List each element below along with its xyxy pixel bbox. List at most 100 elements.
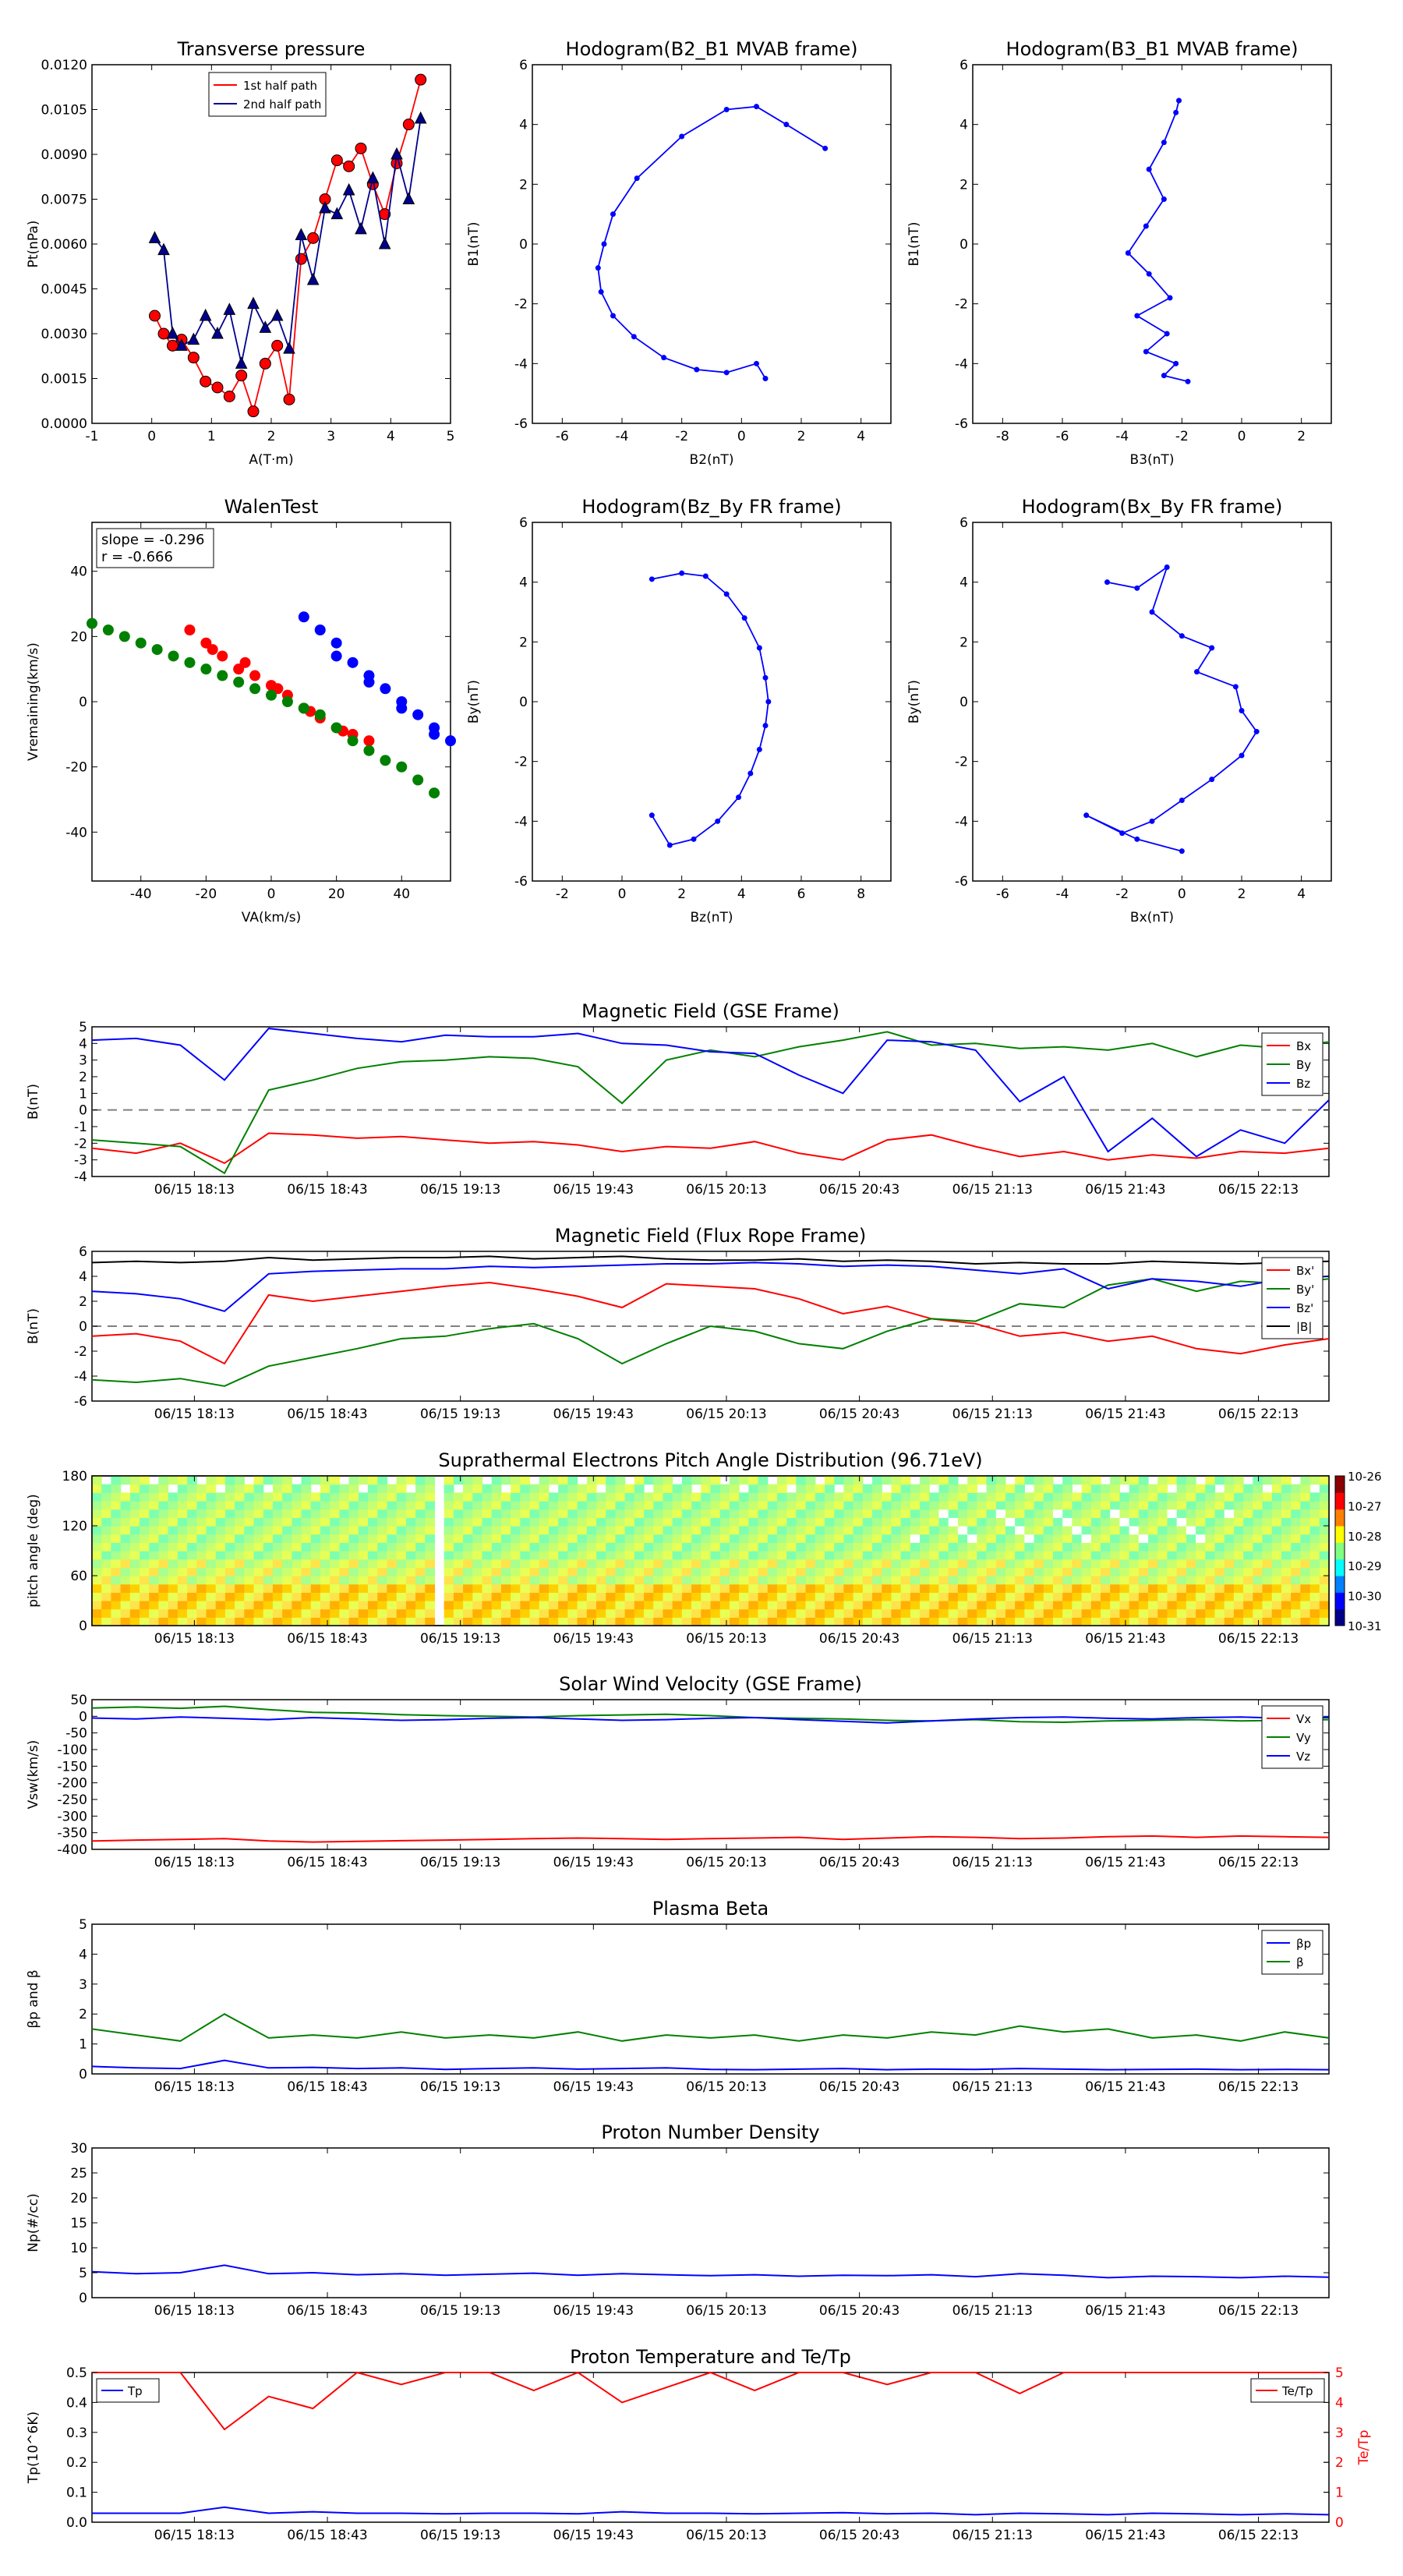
heatmap-cell xyxy=(1034,1583,1044,1593)
heatmap-cell xyxy=(472,1576,483,1585)
heatmap-cell xyxy=(1090,1576,1101,1585)
heatmap-cell xyxy=(910,1608,921,1618)
heatmap-cell xyxy=(767,1517,778,1527)
heatmap-cell xyxy=(1319,1534,1330,1543)
heatmap-cell xyxy=(1005,1526,1016,1535)
heatmap-cell xyxy=(1024,1542,1035,1552)
heatmap-cell xyxy=(187,1583,197,1593)
heatmap-cell xyxy=(862,1576,873,1585)
data-point-5-0-13 xyxy=(1149,818,1155,824)
heatmap-cell xyxy=(101,1534,112,1543)
x-tick-label-1-5: 4 xyxy=(857,429,865,444)
heatmap-cell xyxy=(215,1601,226,1610)
heatmap-cell xyxy=(596,1583,606,1593)
heatmap-cell xyxy=(348,1526,359,1535)
colorbar-label-1: 10-30 xyxy=(1348,1590,1382,1604)
heatmap-cell xyxy=(539,1484,550,1493)
heatmap-cell xyxy=(368,1559,378,1568)
heatmap-cell xyxy=(644,1509,654,1518)
heatmap-cell xyxy=(843,1559,854,1568)
heatmap-cell xyxy=(758,1567,769,1576)
heatmap-cell xyxy=(1243,1534,1253,1543)
y-tick-label-6-6: 2 xyxy=(79,1070,87,1085)
heatmap-cell xyxy=(1043,1576,1054,1585)
heatmap-cell xyxy=(272,1592,283,1601)
y-tick-label-9-5: -150 xyxy=(57,1759,87,1775)
y-tick-label-5-3: 0 xyxy=(959,695,968,710)
heatmap-cell xyxy=(253,1476,264,1485)
heatmap-cell xyxy=(986,1501,997,1510)
legend-label-10-0: βp xyxy=(1296,1937,1311,1951)
heatmap-cell xyxy=(244,1559,255,1568)
heatmap-cell xyxy=(368,1617,378,1626)
heatmap-cell xyxy=(1101,1567,1111,1576)
heatmap-cell xyxy=(1101,1601,1111,1610)
x-tick-label-9-4: 06/15 20:13 xyxy=(686,1855,766,1870)
heatmap-cell xyxy=(1148,1617,1158,1626)
heatmap-cell xyxy=(511,1617,521,1626)
heatmap-cell xyxy=(272,1509,283,1518)
heatmap-cell xyxy=(1281,1492,1292,1502)
heatmap-cell xyxy=(235,1592,245,1601)
heatmap-cell xyxy=(701,1551,712,1560)
heatmap-cell xyxy=(1052,1501,1063,1510)
heatmap-cell xyxy=(1119,1617,1130,1626)
heatmap-cell xyxy=(558,1526,568,1535)
heatmap-cell xyxy=(158,1542,169,1552)
heatmap-cell xyxy=(500,1501,511,1510)
heatmap-cell xyxy=(149,1501,160,1510)
y-tick-label-12-5: 0.5 xyxy=(66,2365,87,2381)
y-tick-label-10-2: 2 xyxy=(79,2007,87,2022)
heatmap-cell xyxy=(1034,1592,1044,1601)
heatmap-cell xyxy=(1319,1608,1330,1618)
heatmap-cell xyxy=(634,1542,645,1552)
data-point-5-0-5 xyxy=(1209,645,1215,651)
y-tick-label-7-5: 4 xyxy=(79,1269,87,1285)
heatmap-cell xyxy=(1015,1551,1025,1560)
heatmap-cell xyxy=(500,1509,511,1518)
x-tick-label-10-8: 06/15 22:13 xyxy=(1218,2079,1299,2095)
heatmap-cell xyxy=(520,1551,531,1560)
heatmap-cell xyxy=(748,1526,759,1535)
heatmap-cell xyxy=(1319,1501,1330,1510)
heatmap-cell xyxy=(187,1617,197,1626)
data-point-2-0-14 xyxy=(1185,378,1191,384)
heatmap-cell xyxy=(1090,1476,1101,1485)
heatmap-cell xyxy=(872,1526,882,1535)
heatmap-cell xyxy=(272,1542,283,1552)
x-axis-label-1: B2(nT) xyxy=(690,452,734,468)
heatmap-cell xyxy=(539,1551,550,1560)
heatmap-cell xyxy=(1176,1517,1187,1527)
heatmap-cell xyxy=(301,1617,312,1626)
heatmap-cell xyxy=(387,1617,398,1626)
heatmap-cell xyxy=(729,1517,740,1527)
heatmap-cell xyxy=(1309,1567,1320,1576)
heatmap-cell xyxy=(330,1601,340,1610)
heatmap-cell xyxy=(758,1526,769,1535)
heatmap-cell xyxy=(710,1608,721,1618)
heatmap-cell xyxy=(586,1576,597,1585)
heatmap-cell xyxy=(1090,1617,1101,1626)
heatmap-cell xyxy=(577,1583,588,1593)
x-tick-label-7-0: 06/15 18:13 xyxy=(154,1407,235,1422)
heatmap-cell xyxy=(644,1601,654,1610)
heatmap-cell xyxy=(586,1567,597,1576)
chart-title-4: Hodogram(Bz_By FR frame) xyxy=(581,496,841,518)
heatmap-cell xyxy=(377,1501,388,1510)
x-tick-label-7-4: 06/15 20:13 xyxy=(686,1407,766,1422)
heatmap-cell xyxy=(748,1583,759,1593)
heatmap-cell xyxy=(358,1501,369,1510)
heatmap-cell xyxy=(1271,1517,1282,1527)
heatmap-cell xyxy=(511,1567,521,1576)
heatmap-cell xyxy=(995,1551,1006,1560)
heatmap-cell xyxy=(567,1576,578,1585)
heatmap-cell xyxy=(253,1542,264,1552)
heatmap-cell xyxy=(691,1492,702,1502)
heatmap-cell xyxy=(1262,1559,1273,1568)
heatmap-cell xyxy=(681,1492,692,1502)
heatmap-cell xyxy=(653,1567,664,1576)
heatmap-cell xyxy=(767,1601,778,1610)
heatmap-cell xyxy=(444,1583,454,1593)
heatmap-cell xyxy=(1101,1551,1111,1560)
heatmap-cell xyxy=(920,1526,930,1535)
